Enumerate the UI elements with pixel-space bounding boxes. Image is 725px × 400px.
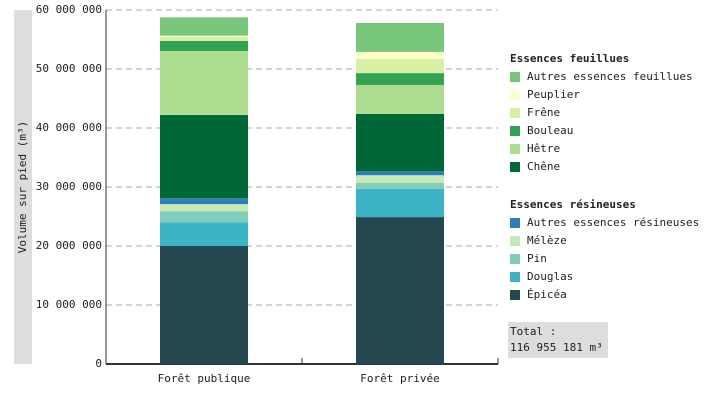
bar-segment — [356, 182, 444, 189]
bar-segment — [160, 198, 248, 205]
x-tick-label: Forêt privée — [360, 372, 439, 385]
bar-segment — [356, 73, 444, 85]
bar-segment — [160, 204, 248, 212]
bar-segment — [160, 51, 248, 116]
y-tick-label: 10 000 000 — [36, 298, 102, 311]
legend-label: Bouleau — [527, 124, 573, 137]
y-tick-label: 0 — [95, 357, 102, 370]
bar-segment — [356, 84, 444, 114]
legend-group-title: Essences feuillues — [510, 52, 629, 65]
legend-label: Mélèze — [527, 234, 567, 247]
bar-segment — [160, 222, 248, 246]
legend-label: Douglas — [527, 270, 573, 283]
legend-swatch — [510, 272, 520, 282]
y-tick-label: 50 000 000 — [36, 62, 102, 75]
bar-segment — [160, 211, 248, 223]
bar-segment — [160, 40, 248, 52]
legend-label: Frêne — [527, 106, 560, 119]
bar-segment — [356, 175, 444, 183]
x-tick-label: Forêt publique — [158, 372, 251, 385]
legend-label: Autres essences résineuses — [527, 216, 699, 229]
bar-segment — [356, 58, 444, 74]
y-tick-label: 40 000 000 — [36, 121, 102, 134]
bar-segment — [160, 115, 248, 199]
legend-swatch — [510, 290, 520, 300]
bar-segment — [160, 17, 248, 36]
legend-swatch — [510, 254, 520, 264]
bar-segment — [160, 35, 248, 37]
y-tick-label: 60 000 000 — [36, 3, 102, 16]
y-axis-label: Volume sur pied (m³) — [16, 121, 29, 253]
total-box — [508, 322, 608, 358]
bar-segment — [160, 246, 248, 364]
legend-group-title: Essences résineuses — [510, 198, 636, 211]
bar-segment — [356, 217, 444, 364]
bar-segment — [356, 22, 444, 52]
legend-label: Hêtre — [527, 142, 560, 155]
legend-swatch — [510, 162, 520, 172]
legend-label: Épicéa — [527, 288, 567, 301]
legend-label: Pin — [527, 252, 547, 265]
bar-segment — [160, 36, 248, 41]
y-tick-label: 20 000 000 — [36, 239, 102, 252]
bar-segment — [356, 113, 444, 172]
legend-label: Autres essences feuillues — [527, 70, 693, 83]
y-tick-label: 30 000 000 — [36, 180, 102, 193]
legend-swatch — [510, 218, 520, 228]
bar-segment — [356, 188, 444, 218]
legend-swatch — [510, 236, 520, 246]
legend-label: Peuplier — [527, 88, 580, 101]
legend-swatch — [510, 90, 520, 100]
bar-segment — [356, 51, 444, 59]
legend-label: Chêne — [527, 160, 560, 173]
legend-swatch — [510, 108, 520, 118]
total-value: 116 955 181 m³ — [510, 341, 603, 354]
legend-swatch — [510, 126, 520, 136]
legend-swatch — [510, 72, 520, 82]
bar-segment — [356, 171, 444, 176]
legend-swatch — [510, 144, 520, 154]
y-label-bg — [14, 10, 32, 364]
total-label: Total : — [510, 325, 556, 338]
